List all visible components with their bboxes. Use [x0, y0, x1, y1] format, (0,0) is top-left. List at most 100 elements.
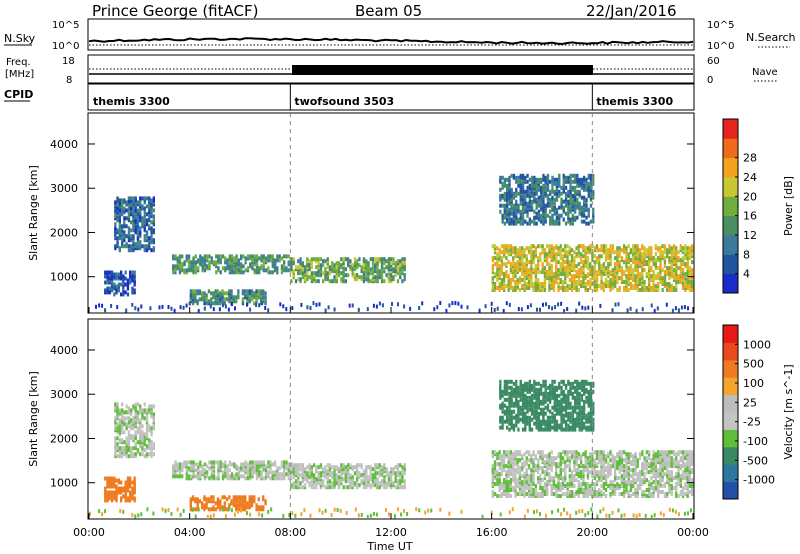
echo-cell: [347, 485, 350, 490]
echo-cell: [240, 262, 243, 267]
echo-cell: [609, 480, 612, 485]
echo-cell: [367, 465, 370, 470]
echo-cell: [507, 484, 510, 488]
echo-cell: [136, 426, 140, 431]
echo-cell: [518, 288, 522, 292]
echo-cell: [319, 263, 323, 268]
echo-cell: [611, 268, 614, 273]
echo-cell: [401, 465, 404, 470]
echo-cell: [253, 495, 256, 500]
colorbar-tick-label: 16: [743, 210, 757, 223]
echo-cell: [634, 478, 637, 483]
echo-cell: [232, 495, 235, 500]
echo-cell: [136, 216, 140, 221]
echo-cell: [553, 177, 556, 182]
echo-cell: [528, 199, 531, 204]
echo-cell: [498, 264, 501, 269]
echo-cell: [580, 258, 583, 263]
echo-cell: [181, 474, 184, 479]
echo-cell: [540, 177, 543, 182]
echo-cell: [385, 273, 388, 278]
echo-cell: [326, 463, 329, 468]
echo-cell: [333, 469, 336, 474]
echo-cell: [176, 474, 179, 479]
echo-cell: [578, 189, 581, 194]
echo-cell: [569, 217, 572, 222]
echo-cell: [500, 278, 503, 282]
echo-cell: [313, 473, 316, 478]
echo-cell: [534, 246, 537, 251]
echo-cell: [548, 305, 550, 310]
echo-cell: [221, 299, 224, 304]
echo-cell: [360, 479, 363, 484]
echo-cell: [577, 464, 580, 469]
echo-cell: [589, 262, 592, 267]
echo-cell: [587, 173, 590, 178]
echo-cell: [602, 468, 605, 473]
echo-cell: [657, 246, 660, 251]
echo-cell: [331, 485, 334, 490]
echo-cell: [392, 257, 395, 262]
echo-cell: [627, 466, 630, 471]
echo-cell: [561, 456, 565, 461]
echo-cell: [493, 262, 497, 267]
echo-cell: [131, 278, 134, 283]
echo-cell: [595, 244, 599, 249]
echo-cell: [130, 408, 133, 413]
echo-cell: [116, 228, 119, 233]
echo-cell: [600, 244, 603, 249]
echo-cell: [491, 450, 494, 455]
echo-cell: [500, 244, 503, 249]
echo-cell: [258, 464, 261, 469]
echo-cell: [573, 464, 576, 469]
echo-cell: [503, 492, 506, 496]
echo-cell: [625, 480, 628, 485]
echo-cell: [127, 248, 131, 253]
echo-cell: [183, 464, 186, 469]
echo-cell: [573, 280, 576, 284]
echo-cell: [530, 266, 533, 271]
echo-cell: [383, 261, 386, 266]
echo-cell: [399, 463, 402, 468]
echo-cell: [508, 302, 511, 307]
echo-cell: [675, 272, 678, 277]
echo-cell: [108, 496, 111, 501]
echo-cell: [132, 196, 135, 201]
echo-cell: [559, 262, 562, 267]
echo-cell: [315, 265, 318, 270]
echo-cell: [491, 244, 494, 249]
echo-cell: [570, 454, 574, 459]
echo-cell: [512, 274, 515, 279]
echo-cell: [244, 476, 247, 481]
echo-cell: [569, 179, 572, 184]
echo-cell: [301, 275, 304, 280]
echo-cell: [374, 257, 377, 262]
echo-cell: [344, 279, 347, 284]
echo-cell: [568, 494, 571, 498]
echo-cell: [136, 448, 140, 453]
echo-cell: [301, 485, 304, 490]
echo-cell: [246, 289, 249, 294]
echo-cell: [257, 295, 260, 300]
echo-cell: [129, 484, 132, 489]
echo-cell: [228, 474, 231, 479]
echo-cell: [672, 260, 676, 265]
echo-cell: [212, 460, 216, 465]
echo-cell: [178, 254, 182, 259]
echo-cell: [578, 201, 581, 206]
echo-cell: [297, 479, 300, 484]
echo-cell: [541, 288, 544, 292]
echo-cell: [496, 456, 499, 461]
echo-cell: [454, 301, 457, 305]
echo-cell: [521, 246, 524, 251]
echo-cell: [148, 244, 151, 249]
echo-cell: [570, 264, 574, 269]
echo-cell: [555, 264, 558, 269]
echo-cell: [542, 217, 545, 222]
echo-cell: [516, 278, 519, 282]
echo-cell: [118, 454, 121, 459]
colorbar-swatch: [723, 177, 738, 197]
echo-cell: [604, 494, 608, 498]
echo-cell: [591, 458, 594, 463]
echo-cell: [127, 204, 131, 209]
